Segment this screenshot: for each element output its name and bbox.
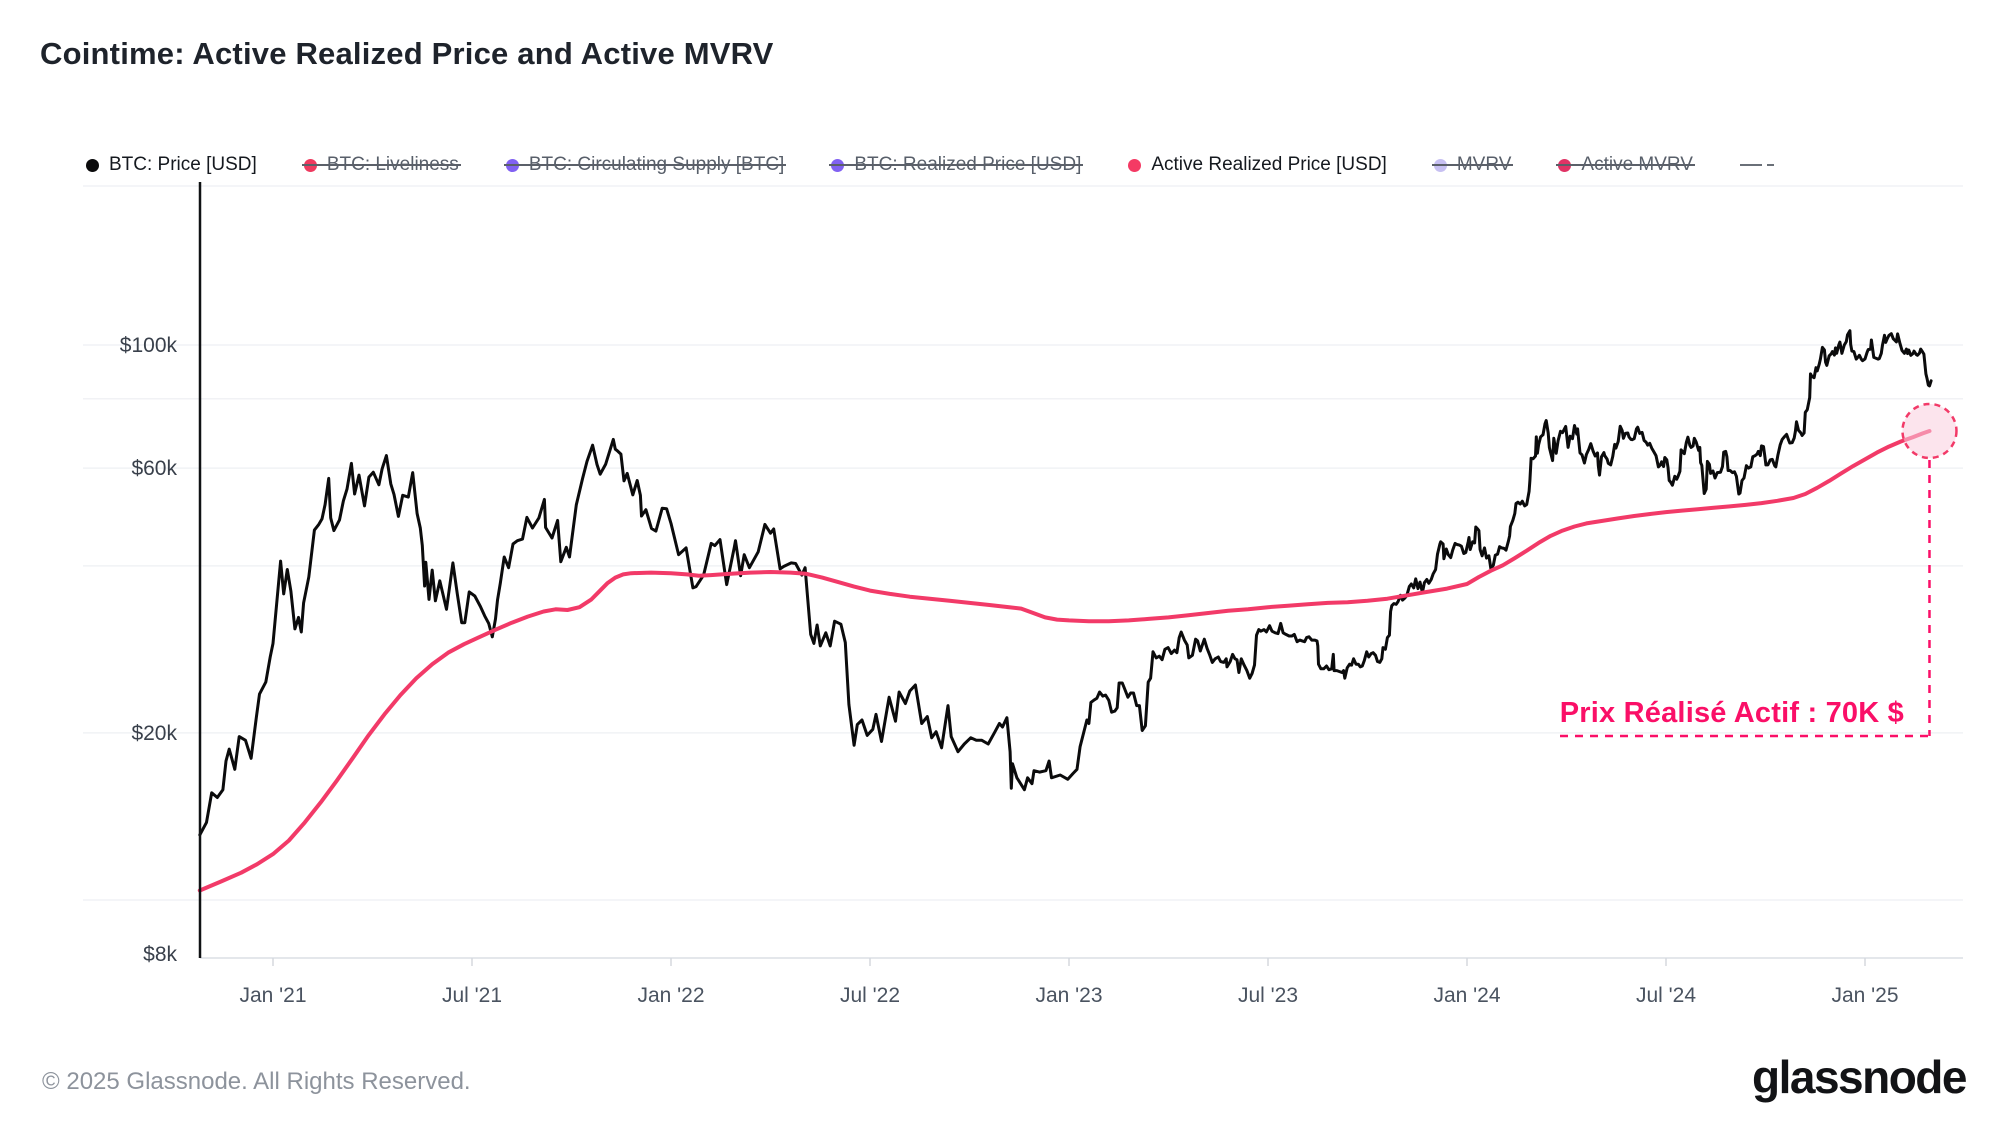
annotation-active-realized-price: Prix Réalisé Actif : 70K $ <box>1559 697 1904 729</box>
x-tick-label: Jan '24 <box>1433 984 1500 1007</box>
legend-item-btc-liveliness[interactable]: BTC: Liveliness <box>301 154 461 176</box>
chart-legend: BTC: Price [USD] BTC: Liveliness BTC: Circ… <box>86 154 1774 176</box>
y-tick-label: $8k <box>143 943 177 966</box>
x-tick-label: Jan '21 <box>239 984 306 1007</box>
legend-item-active-mvrv[interactable]: Active MVRV <box>1556 154 1695 176</box>
x-tick-label: Jul '22 <box>840 984 900 1007</box>
legend-item-btc-realized-price-usd[interactable]: BTC: Realized Price [USD] <box>829 154 1084 176</box>
legend-item-active-realized-price-usd[interactable]: Active Realized Price [USD] <box>1128 154 1387 176</box>
legend-item-mvrv[interactable]: MVRV <box>1431 154 1513 176</box>
legend-item-btc-circulating-supply-btc[interactable]: BTC: Circulating Supply [BTC] <box>503 154 786 176</box>
legend-item-label: Active Realized Price [USD] <box>1151 154 1387 175</box>
page-title: Cointime: Active Realized Price and Acti… <box>40 36 774 71</box>
legend-item-empty-dash[interactable] <box>1739 163 1774 167</box>
x-tick-label: Jan '25 <box>1831 984 1898 1007</box>
series-color-dot-icon <box>86 158 99 172</box>
y-tick-label: $100k <box>120 334 178 357</box>
legend-item-label: BTC: Price [USD] <box>109 154 257 175</box>
x-tick-label: Jul '24 <box>1636 984 1696 1007</box>
x-tick-label: Jan '22 <box>637 984 704 1007</box>
x-tick-label: Jul '23 <box>1238 984 1298 1007</box>
x-tick-label: Jan '23 <box>1035 984 1102 1007</box>
endpoint-marker <box>1901 402 1958 460</box>
active-realized-price-line <box>197 429 1932 893</box>
x-tick-label: Jul '21 <box>442 984 502 1007</box>
series-color-dot-icon <box>1128 158 1142 172</box>
glassnode-logo: glassnode <box>1751 1051 1968 1103</box>
legend-item-btc-price-usd[interactable]: BTC: Price [USD] <box>86 154 257 176</box>
y-tick-label: $60k <box>131 457 177 480</box>
dash-line-icon <box>1739 163 1774 167</box>
y-tick-label: $20k <box>131 722 177 745</box>
copyright-text: © 2025 Glassnode. All Rights Reserved. <box>42 1068 471 1095</box>
btc-price-line <box>198 329 1933 837</box>
